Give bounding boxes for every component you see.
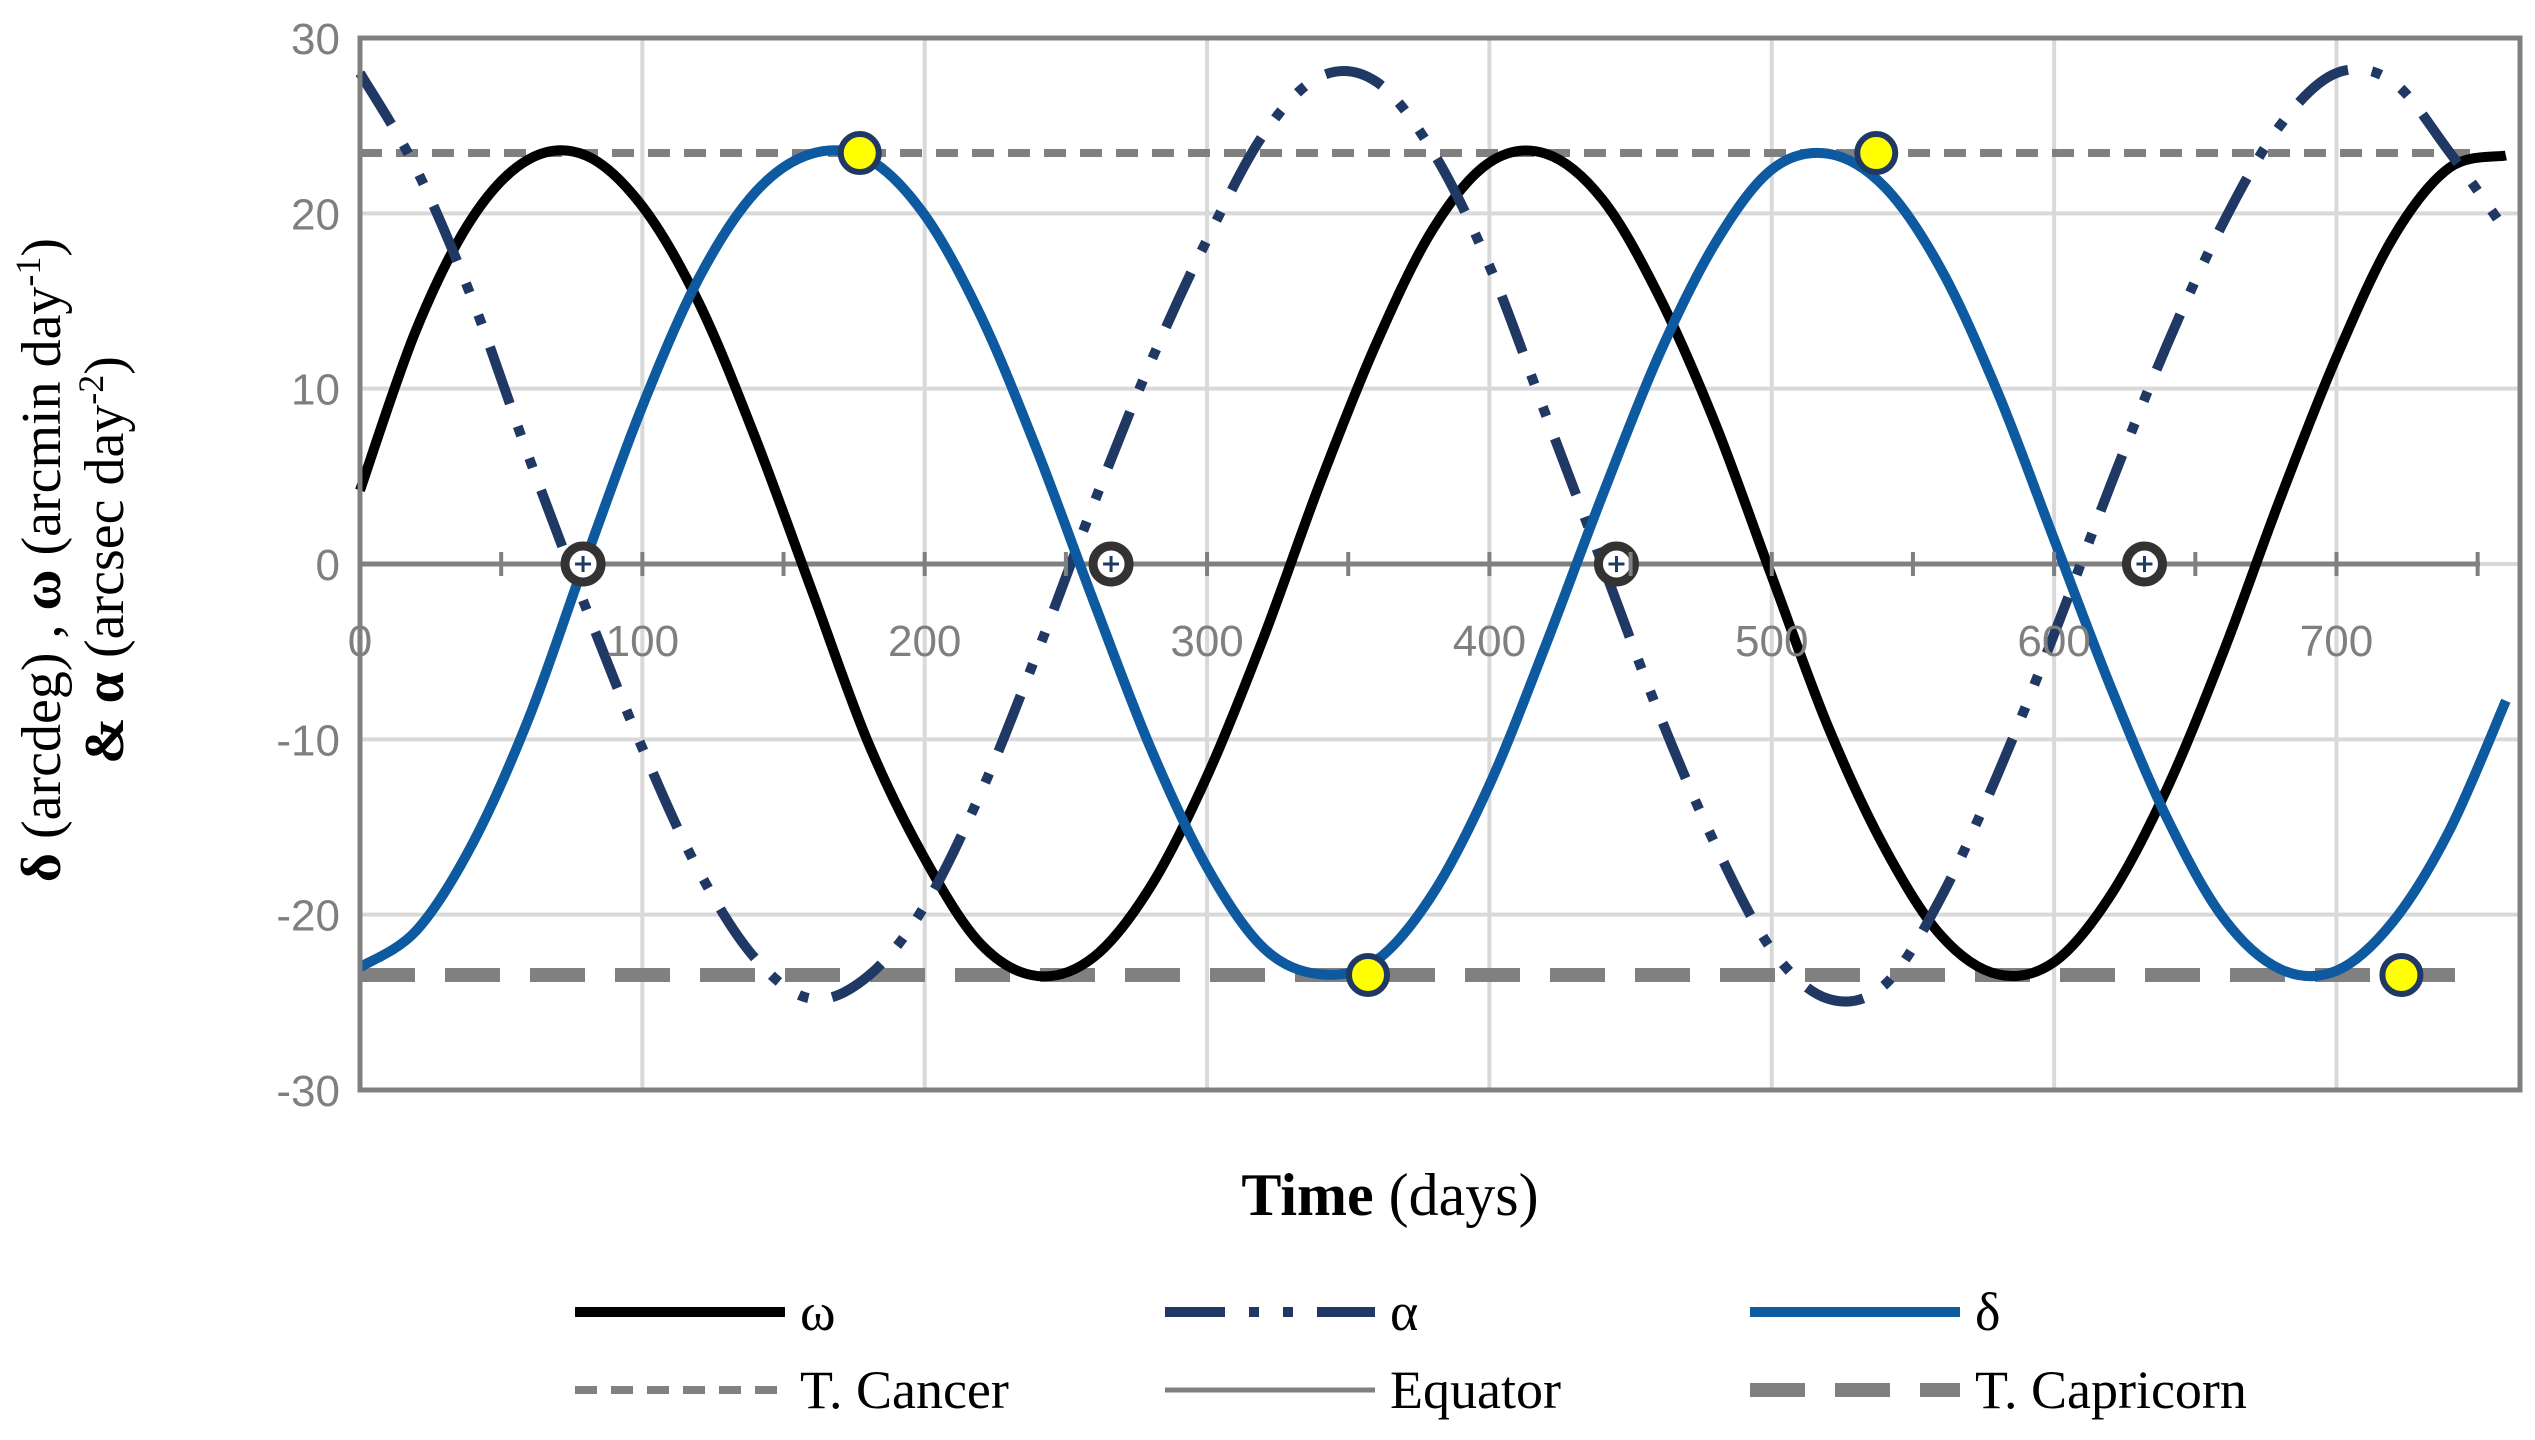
- y-axis-label-part: δ: [11, 853, 73, 882]
- y-axis-label-part: ): [11, 238, 73, 257]
- y-axis-label-part: ω: [11, 570, 73, 611]
- y-axis-label-part: -1: [8, 257, 48, 287]
- x-tick-label: 600: [2017, 617, 2090, 666]
- series-layer: [355, 64, 2511, 1007]
- y-axis-label-part: [74, 703, 136, 717]
- equinox-marker-cross: [1608, 556, 1625, 572]
- x-tick-label: 300: [1170, 617, 1243, 666]
- legend: ω α δ T. Cancer Equator T. Capricorn: [575, 1282, 2247, 1420]
- y-axis-label-part: α: [74, 672, 136, 703]
- equinox-marker-cross: [2136, 556, 2153, 572]
- solstice-marker: [2379, 952, 2424, 997]
- y-axis-label-part: -2: [71, 375, 111, 405]
- equinox-marker-cross: [575, 556, 592, 572]
- series-line-dash-dot-dot-1: [355, 64, 2510, 1007]
- x-tick-label: 100: [606, 617, 679, 666]
- x-tick-label: 200: [888, 617, 961, 666]
- x-axis-label-bold: Time: [1241, 1162, 1373, 1228]
- y-tick-label: 30: [291, 15, 340, 64]
- x-tick-label: 500: [1735, 617, 1808, 666]
- legend-label: T. Capricorn: [1975, 1360, 2247, 1420]
- y-tick-label: -20: [276, 892, 340, 941]
- y-tick-label: -10: [276, 716, 340, 765]
- solstice-marker: [1346, 952, 1390, 997]
- legend-label: δ: [1975, 1282, 2000, 1342]
- y-axis-label-part: (arcmin day: [11, 287, 73, 570]
- equinox-marker-cross: [1103, 556, 1120, 572]
- solstice-marker: [1854, 131, 1899, 176]
- y-tick-label: 0: [316, 541, 340, 590]
- x-axis-label: Time (days): [1241, 1162, 1538, 1228]
- legend-label: α: [1390, 1282, 1418, 1342]
- y-axis-label-part: (arcdeg) ,: [11, 610, 73, 853]
- axes: [357, 35, 2523, 1093]
- y-axis-label-line1: δ (arcdeg) , ω (arcmin day-1): [8, 238, 73, 882]
- series-line-solid-2: [357, 145, 2511, 982]
- legend-label: T. Cancer: [800, 1360, 1009, 1420]
- y-axis-label-part: ): [74, 356, 136, 375]
- solstice-marker: [837, 131, 882, 176]
- x-axis-label-unit: (days): [1374, 1162, 1539, 1228]
- y-axis-label-part: &: [74, 717, 136, 764]
- y-tick-label: -30: [276, 1067, 340, 1116]
- legend-label: Equator: [1390, 1360, 1561, 1420]
- legend-label: ω: [800, 1282, 836, 1342]
- y-axis-label-line2: & α (arcsec day-2): [71, 356, 136, 764]
- x-tick-label: 400: [1453, 617, 1526, 666]
- x-tick-label: 700: [2300, 617, 2373, 666]
- y-tick-label: 10: [291, 366, 340, 415]
- y-tick-label: 20: [291, 190, 340, 239]
- marker-layer: [560, 131, 2424, 997]
- y-axis-label-part: (arcsec day: [74, 405, 136, 672]
- x-tick-label: 0: [348, 617, 372, 666]
